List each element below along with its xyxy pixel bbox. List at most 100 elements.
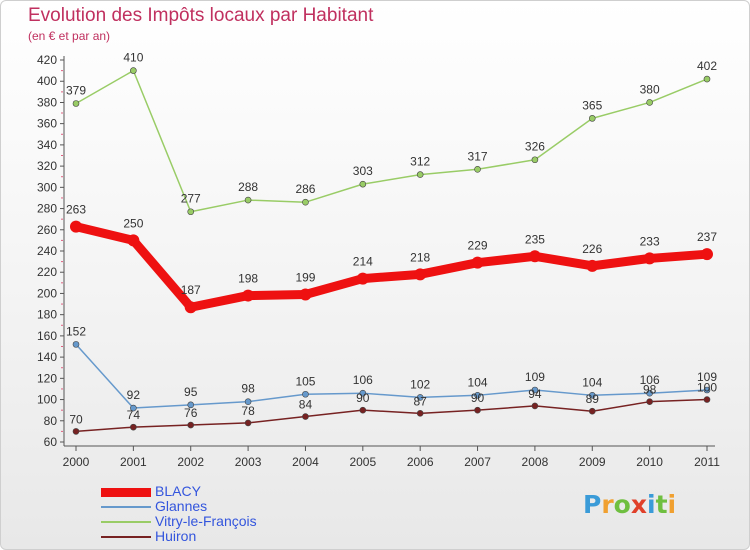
- data-point: [703, 75, 711, 83]
- data-label: 277: [181, 192, 201, 206]
- x-tick-label: 2008: [522, 455, 549, 469]
- data-point: [187, 208, 195, 216]
- data-label: 89: [586, 392, 600, 406]
- data-point: [414, 268, 427, 281]
- x-tick-label: 2006: [407, 455, 434, 469]
- data-label: 237: [697, 230, 717, 244]
- data-point: [643, 252, 656, 265]
- data-label: 102: [410, 377, 430, 391]
- data-label: 199: [295, 271, 315, 285]
- logo-letter: x: [630, 490, 647, 519]
- data-point: [474, 392, 481, 399]
- data-label: 78: [241, 404, 255, 418]
- data-point: [586, 259, 599, 272]
- x-tick-label: 2007: [464, 455, 491, 469]
- data-point: [244, 196, 252, 204]
- data-point: [299, 288, 312, 301]
- data-point: [359, 180, 367, 188]
- logo-letter: o: [613, 490, 631, 519]
- data-point: [187, 401, 195, 409]
- legend-label-glannes: Glannes: [155, 498, 208, 514]
- data-label: 317: [468, 149, 488, 163]
- y-tick-label: 340: [37, 138, 57, 152]
- data-point: [703, 386, 711, 394]
- data-label: 87: [414, 394, 428, 408]
- data-point: [588, 407, 596, 415]
- y-tick-label: 220: [37, 265, 57, 279]
- data-label: 380: [640, 82, 660, 96]
- data-point: [244, 419, 252, 427]
- data-point: [531, 386, 539, 394]
- data-label: 104: [582, 375, 602, 389]
- data-point: [127, 234, 140, 247]
- legend-swatch-huiron: [101, 536, 151, 538]
- logo-letter: i: [647, 490, 656, 519]
- series-line-glannes: [75, 343, 708, 409]
- data-point: [528, 250, 541, 263]
- data-point: [646, 398, 653, 405]
- data-point: [588, 392, 596, 399]
- data-label: 152: [66, 324, 86, 338]
- data-label: 233: [640, 234, 660, 248]
- data-point: [646, 99, 653, 106]
- data-point: [531, 402, 539, 410]
- data-label: 303: [353, 164, 373, 178]
- logo-letter: i: [667, 490, 677, 519]
- y-tick-label: 100: [37, 393, 57, 407]
- data-label: 105: [295, 374, 315, 388]
- data-point: [130, 423, 137, 431]
- data-point: [302, 413, 309, 420]
- data-point: [72, 428, 80, 435]
- data-label: 90: [471, 391, 485, 405]
- data-label: 98: [643, 383, 657, 397]
- y-tick-label: 120: [37, 371, 57, 385]
- y-tick-label: 160: [37, 329, 57, 343]
- data-label: 218: [410, 250, 430, 264]
- data-label: 379: [66, 84, 86, 98]
- y-tick-label: 180: [37, 308, 57, 322]
- data-point: [588, 115, 596, 122]
- data-label: 106: [353, 373, 373, 387]
- data-label: 98: [241, 382, 255, 396]
- x-tick-label: 2010: [636, 455, 663, 469]
- data-point: [184, 301, 197, 314]
- data-label: 312: [410, 155, 430, 169]
- legend-label-vitry: Vitry-le-François: [155, 513, 257, 529]
- data-point: [244, 398, 252, 405]
- data-label: 109: [697, 370, 717, 384]
- data-point: [359, 389, 367, 397]
- logo-letter: P: [583, 490, 602, 519]
- data-point: [130, 404, 137, 412]
- data-label: 214: [353, 255, 373, 269]
- y-tick-label: 380: [37, 95, 57, 109]
- legend-label-huiron: Huiron: [155, 528, 197, 544]
- data-point: [646, 389, 653, 397]
- data-point: [359, 406, 367, 414]
- data-label: 229: [468, 239, 488, 253]
- y-tick-label: 260: [37, 223, 57, 237]
- x-tick-label: 2009: [579, 455, 606, 469]
- series-line-vitry-le-fran-ois: [75, 69, 708, 213]
- data-label: 70: [69, 412, 83, 426]
- data-point: [356, 272, 369, 285]
- data-point: [416, 171, 424, 178]
- chart-subtitle: (en € et par an): [28, 29, 111, 43]
- data-point: [416, 394, 424, 401]
- data-label: 410: [123, 51, 143, 65]
- y-tick-label: 60: [44, 435, 58, 449]
- data-point: [70, 220, 82, 233]
- data-point: [701, 248, 713, 261]
- y-tick-label: 320: [37, 159, 57, 173]
- data-label: 326: [525, 140, 545, 154]
- y-tick-label: 140: [37, 350, 57, 364]
- legend-swatch-blacy: [101, 488, 151, 497]
- y-tick-label: 240: [37, 244, 57, 258]
- x-tick-label: 2004: [292, 455, 319, 469]
- data-point: [474, 406, 481, 414]
- proxiti-logo: Proxiti: [583, 490, 676, 519]
- data-point: [703, 396, 711, 403]
- data-label: 90: [356, 391, 370, 405]
- data-point: [474, 165, 481, 173]
- data-label: 286: [295, 182, 315, 196]
- data-label: 235: [525, 232, 545, 246]
